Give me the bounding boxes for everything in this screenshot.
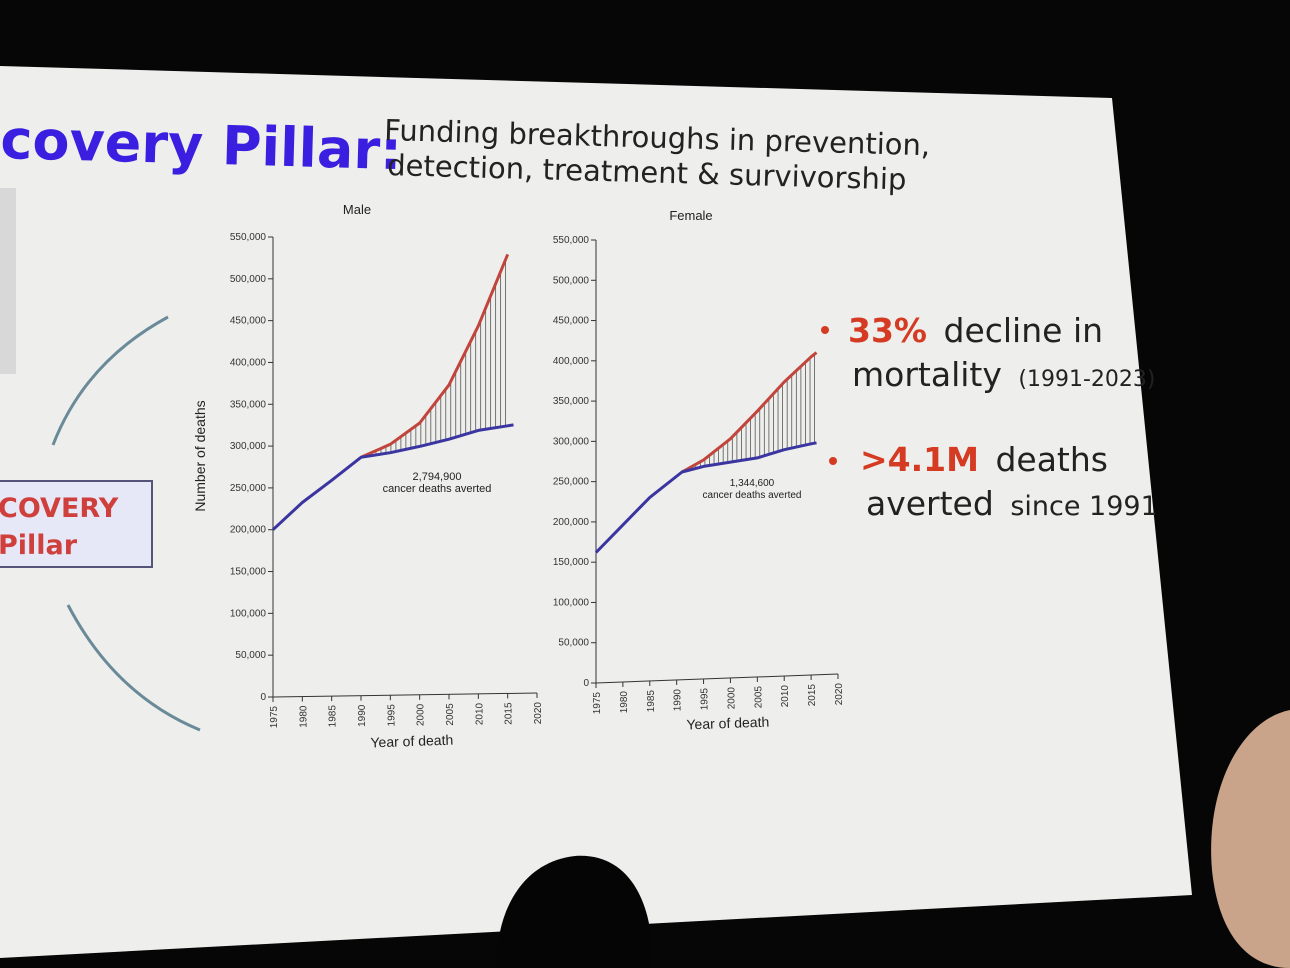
side-panel bbox=[0, 188, 16, 374]
female-x-tick-label: 2015 bbox=[807, 684, 818, 707]
female-y-tick-label: 0 bbox=[583, 678, 589, 689]
female-y-tick-label: 50,000 bbox=[558, 638, 589, 649]
male-observed-deaths-line bbox=[271, 423, 514, 531]
male-x-tick-label: 2000 bbox=[416, 703, 427, 726]
stat-2: >4.1M deaths averted since 1991 bbox=[829, 440, 1158, 523]
male-y-tick-label: 150,000 bbox=[230, 567, 267, 578]
female-y-tick-label: 100,000 bbox=[553, 597, 590, 608]
slide-title: covery Pillar: bbox=[0, 108, 403, 182]
male-y-tick-label: 0 bbox=[260, 692, 266, 703]
male-y-tick-label: 350,000 bbox=[230, 399, 267, 410]
male-x-tick-label: 2015 bbox=[504, 702, 515, 725]
stat-1: 33% decline in mortality (1991-2023) bbox=[821, 311, 1155, 394]
pillar-box-line1: COVERY bbox=[0, 493, 119, 524]
female-y-tick-label: 500,000 bbox=[553, 275, 590, 286]
pillar-box: COVERY Pillar bbox=[0, 480, 153, 568]
female-x-tick-label: 2010 bbox=[780, 685, 791, 708]
stat-1-note: (1991-2023) bbox=[1018, 367, 1155, 392]
female-y-tick-label: 300,000 bbox=[553, 436, 590, 447]
female-y-tick-label: 450,000 bbox=[553, 316, 590, 327]
female-x-tick-label: 2005 bbox=[753, 686, 764, 709]
svg-text:mortality (1991-2023): mortality (1991-2023) bbox=[852, 355, 1155, 394]
male-y-tick-label: 250,000 bbox=[230, 483, 267, 494]
female-x-tick-label: 1995 bbox=[700, 688, 711, 711]
female-y-tick-label: 400,000 bbox=[553, 356, 590, 367]
decorative-arc-upper bbox=[51, 315, 169, 446]
female-xlabel: Year of death bbox=[686, 714, 769, 733]
female-x-tick-label: 1975 bbox=[592, 692, 603, 715]
male-x-tick-label: 1990 bbox=[357, 704, 368, 727]
audience-hair-right bbox=[1211, 710, 1290, 968]
male-chart-title: Male bbox=[343, 202, 371, 217]
female-x-tick-label: 2020 bbox=[834, 683, 845, 706]
female-expected-deaths-line bbox=[681, 351, 818, 474]
stat-2-note: since 1991 bbox=[1010, 491, 1157, 522]
male-y-tick-label: 500,000 bbox=[230, 274, 267, 285]
male-y-tick-label: 50,000 bbox=[235, 650, 266, 661]
male-ylabel: Number of deaths bbox=[192, 400, 208, 511]
male-expected-deaths-line bbox=[360, 253, 510, 459]
female-x-axis bbox=[595, 673, 839, 684]
stat-1-text: decline in bbox=[944, 311, 1104, 350]
male-x-tick-label: 2005 bbox=[445, 703, 456, 726]
male-y-tick-label: 450,000 bbox=[230, 316, 267, 327]
female-chart: Female Year of death 1,344,600 cancer de… bbox=[553, 208, 845, 732]
male-x-tick-label: 1985 bbox=[328, 705, 339, 728]
female-x-tick-label: 1985 bbox=[646, 690, 657, 713]
stat-1-highlight: 33% bbox=[848, 311, 927, 350]
male-xlabel: Year of death bbox=[370, 732, 453, 751]
male-y-tick-label: 100,000 bbox=[230, 608, 267, 619]
male-y-tick-label: 300,000 bbox=[230, 441, 267, 452]
female-chart-title: Female bbox=[669, 208, 712, 223]
female-y-tick-label: 550,000 bbox=[553, 235, 590, 246]
female-observed-deaths-line bbox=[594, 441, 817, 554]
male-x-tick-label: 1975 bbox=[269, 706, 280, 729]
female-x-tick-label: 1990 bbox=[673, 689, 684, 712]
male-x-tick-label: 1980 bbox=[298, 705, 309, 728]
male-annotation-value: 2,794,900 bbox=[413, 471, 462, 483]
male-y-tick-label: 550,000 bbox=[230, 232, 267, 243]
svg-text:>4.1M deaths: >4.1M deaths bbox=[860, 440, 1108, 479]
female-annotation-text: cancer deaths averted bbox=[703, 490, 802, 501]
stat-1-line2: mortality bbox=[852, 355, 1002, 394]
male-x-tick-label: 2020 bbox=[533, 702, 544, 725]
stat-2-highlight: >4.1M bbox=[860, 440, 979, 479]
decorative-arc-lower bbox=[66, 604, 201, 732]
male-annotation-text: cancer deaths averted bbox=[383, 483, 492, 495]
stat-2-line2: averted bbox=[866, 484, 994, 523]
stat-2-text: deaths bbox=[995, 440, 1108, 479]
male-y-tick-label: 200,000 bbox=[230, 525, 267, 536]
stat-1-bullet-dot bbox=[821, 326, 829, 334]
male-x-tick-label: 1995 bbox=[386, 704, 397, 727]
female-x-tick-label: 1980 bbox=[619, 691, 630, 714]
male-y-tick-label: 400,000 bbox=[230, 357, 267, 368]
female-averted-hatch bbox=[686, 354, 816, 471]
female-y-tick-label: 250,000 bbox=[553, 477, 590, 488]
female-annotation-value: 1,344,600 bbox=[730, 478, 775, 489]
male-chart: Male Number of deaths Year of death 2,79… bbox=[192, 202, 544, 750]
male-x-axis bbox=[272, 692, 538, 698]
female-x-tick-label: 2000 bbox=[726, 687, 737, 710]
pillar-box-line2: Pillar bbox=[0, 530, 78, 561]
female-y-tick-label: 200,000 bbox=[553, 517, 590, 528]
female-y-tick-label: 350,000 bbox=[553, 396, 590, 407]
stat-2-bullet-dot bbox=[829, 457, 837, 465]
male-averted-hatch bbox=[365, 259, 507, 457]
svg-text:averted since 1991: averted since 1991 bbox=[866, 484, 1158, 523]
svg-text:33% decline in: 33% decline in bbox=[848, 311, 1103, 350]
female-y-tick-label: 150,000 bbox=[553, 557, 590, 568]
audience-head-silhouette bbox=[496, 855, 653, 968]
male-x-tick-label: 2010 bbox=[474, 702, 485, 725]
